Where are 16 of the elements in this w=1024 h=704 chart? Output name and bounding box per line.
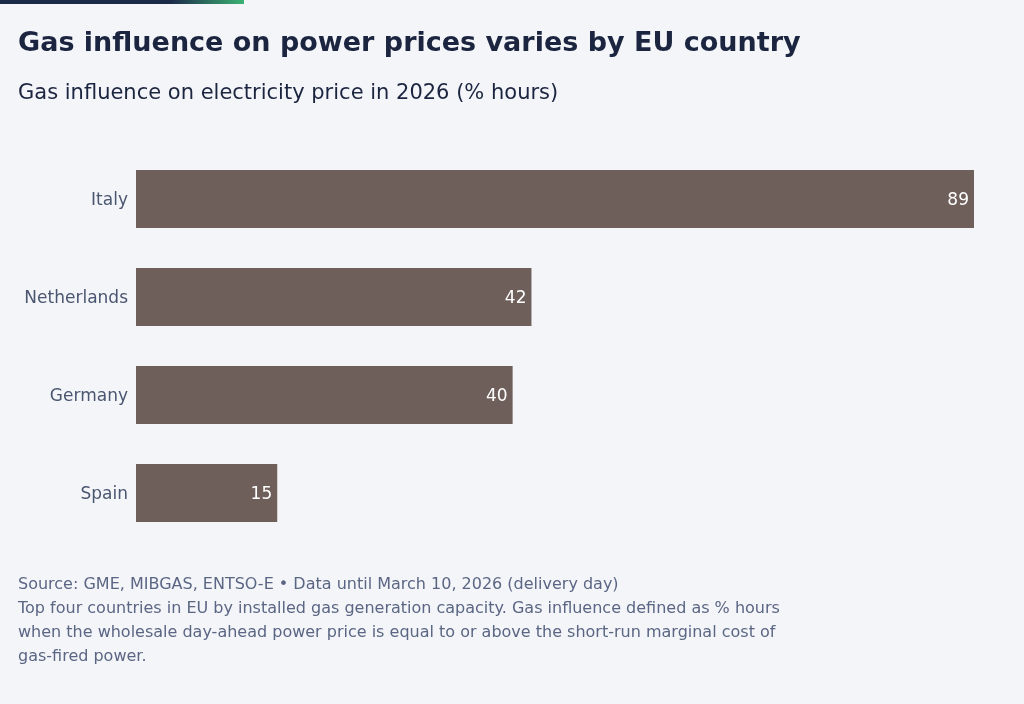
bar	[136, 464, 278, 522]
bar	[136, 366, 513, 424]
y-tick-label: Spain	[80, 483, 128, 504]
chart-title: Gas influence on power prices varies by EU country	[18, 26, 801, 57]
y-tick-label: Germany	[49, 385, 128, 406]
data-label: 42	[504, 287, 527, 308]
bar	[136, 268, 532, 326]
y-tick-label: Netherlands	[24, 287, 129, 308]
chart-subtitle: Gas influence on electricity price in 2026 (% hours)	[18, 80, 559, 104]
text: Top four countries in EU by installed gas generation capacity. Gas influence defined as % hours when the wholesale day-ahead power price is equal to or above the short-run marginal cost of gas-fired power.	[18, 597, 781, 667]
data-label: 40	[485, 385, 508, 406]
source-note: Source: GME, MIBGAS, ENTSO-E • Data until March 10, 2026 (delivery day)	[18, 573, 620, 595]
data-label: 15	[250, 483, 273, 504]
bar	[136, 170, 974, 228]
y-tick-label: Italy	[91, 189, 128, 210]
data-label: 89	[947, 189, 969, 210]
